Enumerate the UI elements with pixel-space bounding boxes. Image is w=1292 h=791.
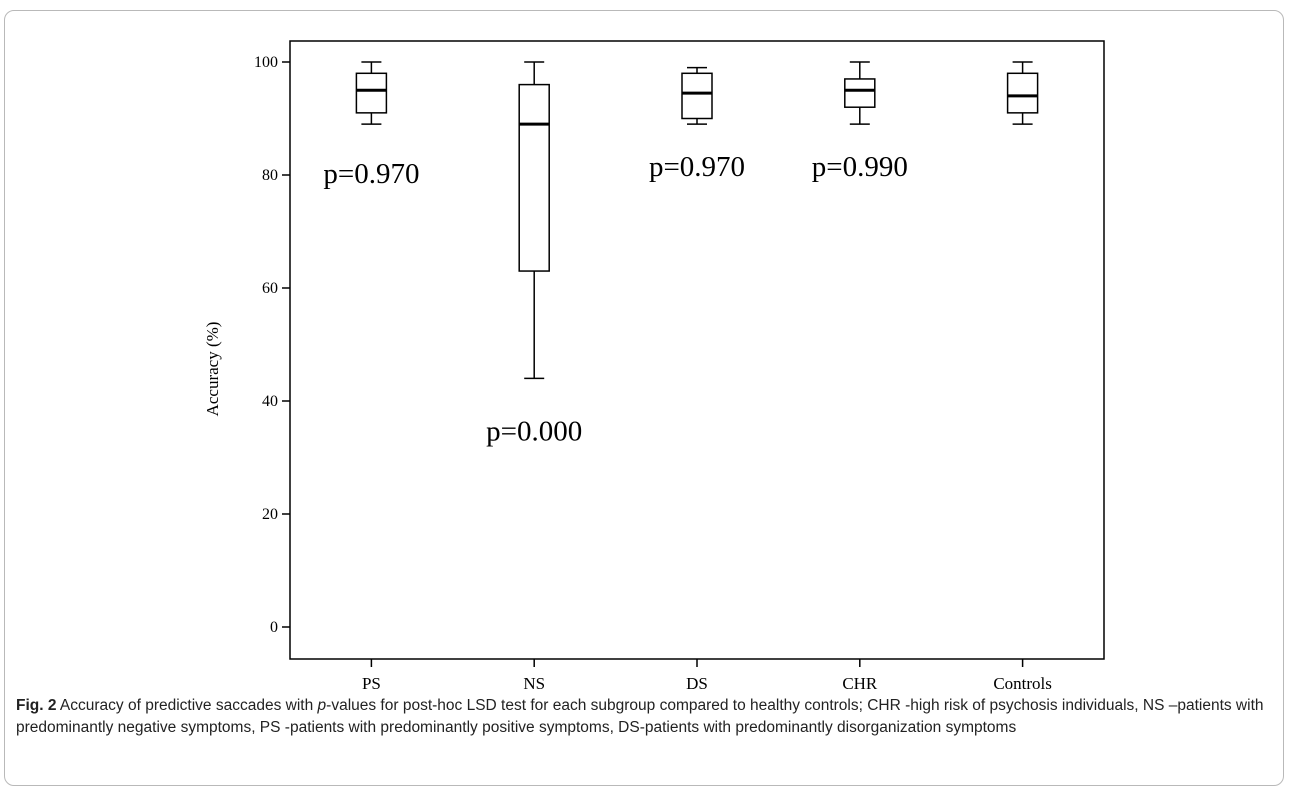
x-tick-label: PS [362, 674, 381, 693]
x-tick-label: NS [523, 674, 545, 693]
p-value-annotation: p=0.970 [649, 151, 745, 183]
x-tick-label: Controls [993, 674, 1052, 693]
y-tick-label: 40 [262, 393, 278, 410]
box-controls [1006, 61, 1039, 125]
annotations: p=0.970 p=0.000 p=0.970 p=0.990 [323, 151, 908, 447]
caption-text-1: Accuracy of predictive saccades with [56, 697, 318, 714]
iqr-box [518, 83, 550, 272]
box-ps [355, 61, 388, 125]
x-axis: PS NS DS CHR Controls [362, 659, 1052, 693]
iqr-box [355, 72, 388, 114]
x-tick-label: DS [686, 674, 708, 693]
iqr-box [844, 78, 876, 108]
p-value-annotation: p=0.970 [323, 158, 419, 190]
figure-caption: Fig. 2 Accuracy of predictive saccades w… [16, 695, 1271, 739]
y-tick-label: 100 [254, 54, 278, 71]
y-tick-label: 80 [262, 167, 278, 184]
iqr-box [681, 72, 713, 120]
caption-text-2: -values for post-hoc LSD test for each s… [16, 697, 1264, 736]
caption-italic-p: p [317, 697, 327, 714]
caption-label: Fig. 2 [16, 697, 57, 714]
p-value-annotation: p=0.990 [812, 151, 908, 183]
y-tick-label: 60 [262, 280, 278, 297]
p-value-annotation: p=0.000 [486, 415, 582, 447]
y-axis: 0 20 40 60 80 100 [254, 54, 290, 636]
box-series [355, 61, 1039, 380]
plot-area-border [289, 40, 1105, 660]
box-ns [518, 61, 550, 380]
y-tick-label: 0 [270, 619, 278, 636]
iqr-box [1006, 72, 1039, 114]
x-tick-label: CHR [842, 674, 878, 693]
figure-frame [4, 10, 1284, 786]
y-tick-label: 20 [262, 506, 278, 523]
box-ds [681, 66, 713, 125]
y-axis-label: Accuracy (%) [203, 322, 222, 417]
box-chr [844, 61, 876, 125]
